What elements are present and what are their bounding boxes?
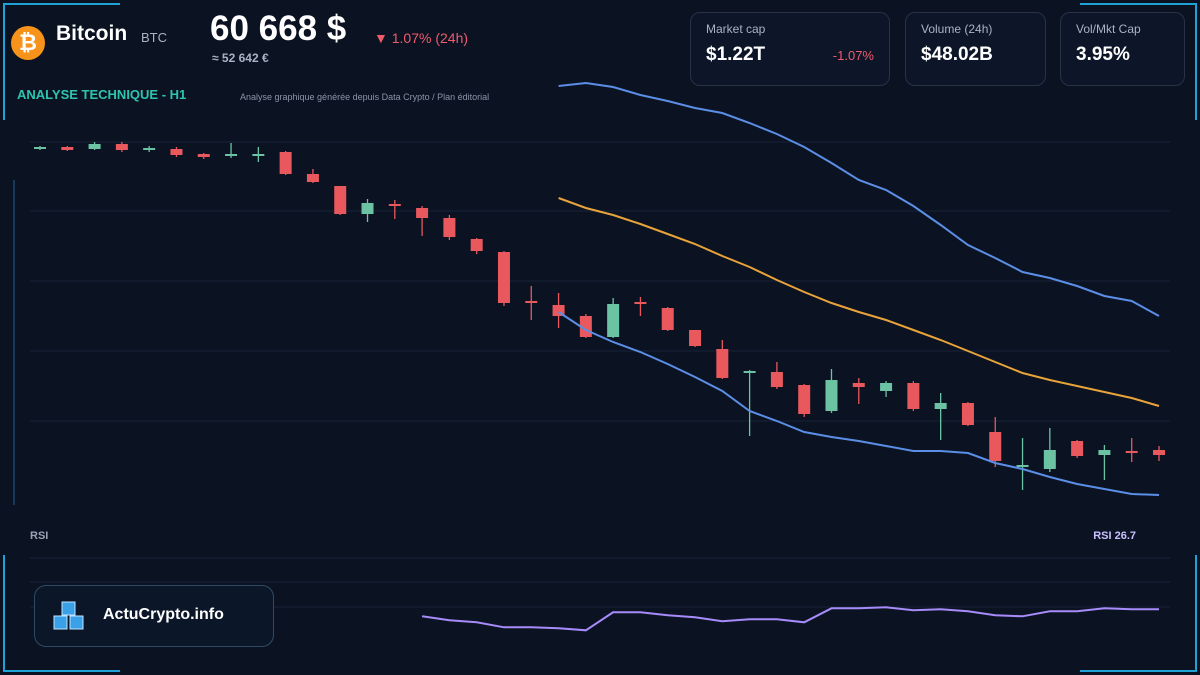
candle-body: [1071, 441, 1084, 456]
candle-body: [143, 148, 156, 150]
candle-body: [689, 330, 702, 346]
rsi-annotation: RSI 26.7: [1093, 530, 1136, 542]
candle-body: [1098, 450, 1111, 455]
card-label: Volume (24h): [921, 22, 993, 36]
line-series: [558, 197, 1160, 407]
candle-body: [61, 147, 74, 150]
candle-body: [279, 152, 292, 174]
candle-body: [1043, 450, 1056, 469]
candle-body: [197, 154, 210, 157]
candle-body: [334, 186, 347, 214]
candle-body: [552, 305, 565, 316]
candle-body: [989, 432, 1002, 461]
line-series: [558, 311, 1160, 496]
candle-body: [880, 383, 893, 391]
card-value: 3.95%: [1076, 44, 1130, 65]
candle-body: [252, 154, 265, 156]
chart-title: ANALYSE TECHNIQUE - H1: [17, 87, 186, 102]
frame-corners: [3, 3, 1197, 672]
candle-body: [443, 218, 456, 237]
card: Volume (24h) $48.02B: [905, 12, 1046, 86]
candle-body: [170, 149, 183, 155]
candle-body: [934, 403, 947, 409]
price-eur: ≈ 52 642 €: [212, 51, 269, 65]
candle-body: [416, 208, 429, 218]
candle-body: [34, 147, 46, 149]
candle-body: [661, 308, 674, 330]
candle-body: [798, 385, 811, 414]
grid-lines: [30, 141, 1170, 608]
card-label: Market cap: [706, 22, 766, 36]
candle-body: [361, 203, 374, 214]
btc-icon: ₿: [11, 26, 45, 60]
candle-body: [225, 154, 238, 156]
card-value: $48.02B: [921, 44, 993, 65]
candle-body: [1016, 465, 1029, 467]
candle-body: [388, 204, 401, 206]
card-change: -1.07%: [832, 48, 874, 63]
candle-body: [770, 372, 783, 387]
candle-body: [525, 301, 538, 303]
candle-body: [634, 302, 647, 304]
candle-body: [497, 252, 510, 303]
card-label: Vol/Mkt Cap: [1076, 22, 1141, 36]
card-value: $1.22T: [706, 44, 766, 65]
candle-body: [852, 383, 865, 387]
brand-icon: [53, 601, 84, 630]
candle-body: [470, 239, 483, 251]
candle-body: [907, 383, 920, 409]
candle-body: [607, 304, 620, 337]
candle-body: [306, 174, 319, 182]
brand-box: ActuCrypto.info: [34, 585, 274, 647]
candle-body: [1153, 450, 1165, 455]
rsi-title: RSI: [30, 530, 48, 542]
candle-body: [716, 349, 729, 378]
card: Market cap $1.22T -1.07%: [690, 12, 890, 86]
coin-name: Bitcoin: [56, 22, 128, 45]
line-series: [421, 606, 1159, 632]
candle-body: [115, 144, 128, 150]
card: Vol/Mkt Cap 3.95%: [1060, 12, 1185, 86]
brand-name: ActuCrypto.info: [103, 606, 224, 623]
candle-body: [961, 403, 974, 425]
candle-body: [88, 144, 101, 149]
candle-body: [825, 380, 838, 411]
candle-body: [743, 371, 756, 373]
line-series: [558, 81, 1160, 317]
candle-body: [1125, 451, 1138, 453]
price-change: ▼ 1.07% (24h): [374, 30, 469, 46]
coin-symbol: BTC: [141, 30, 167, 45]
chart-subtitle: Analyse graphique générée depuis Data Cr…: [240, 92, 489, 102]
price: 60 668 $: [210, 9, 347, 48]
